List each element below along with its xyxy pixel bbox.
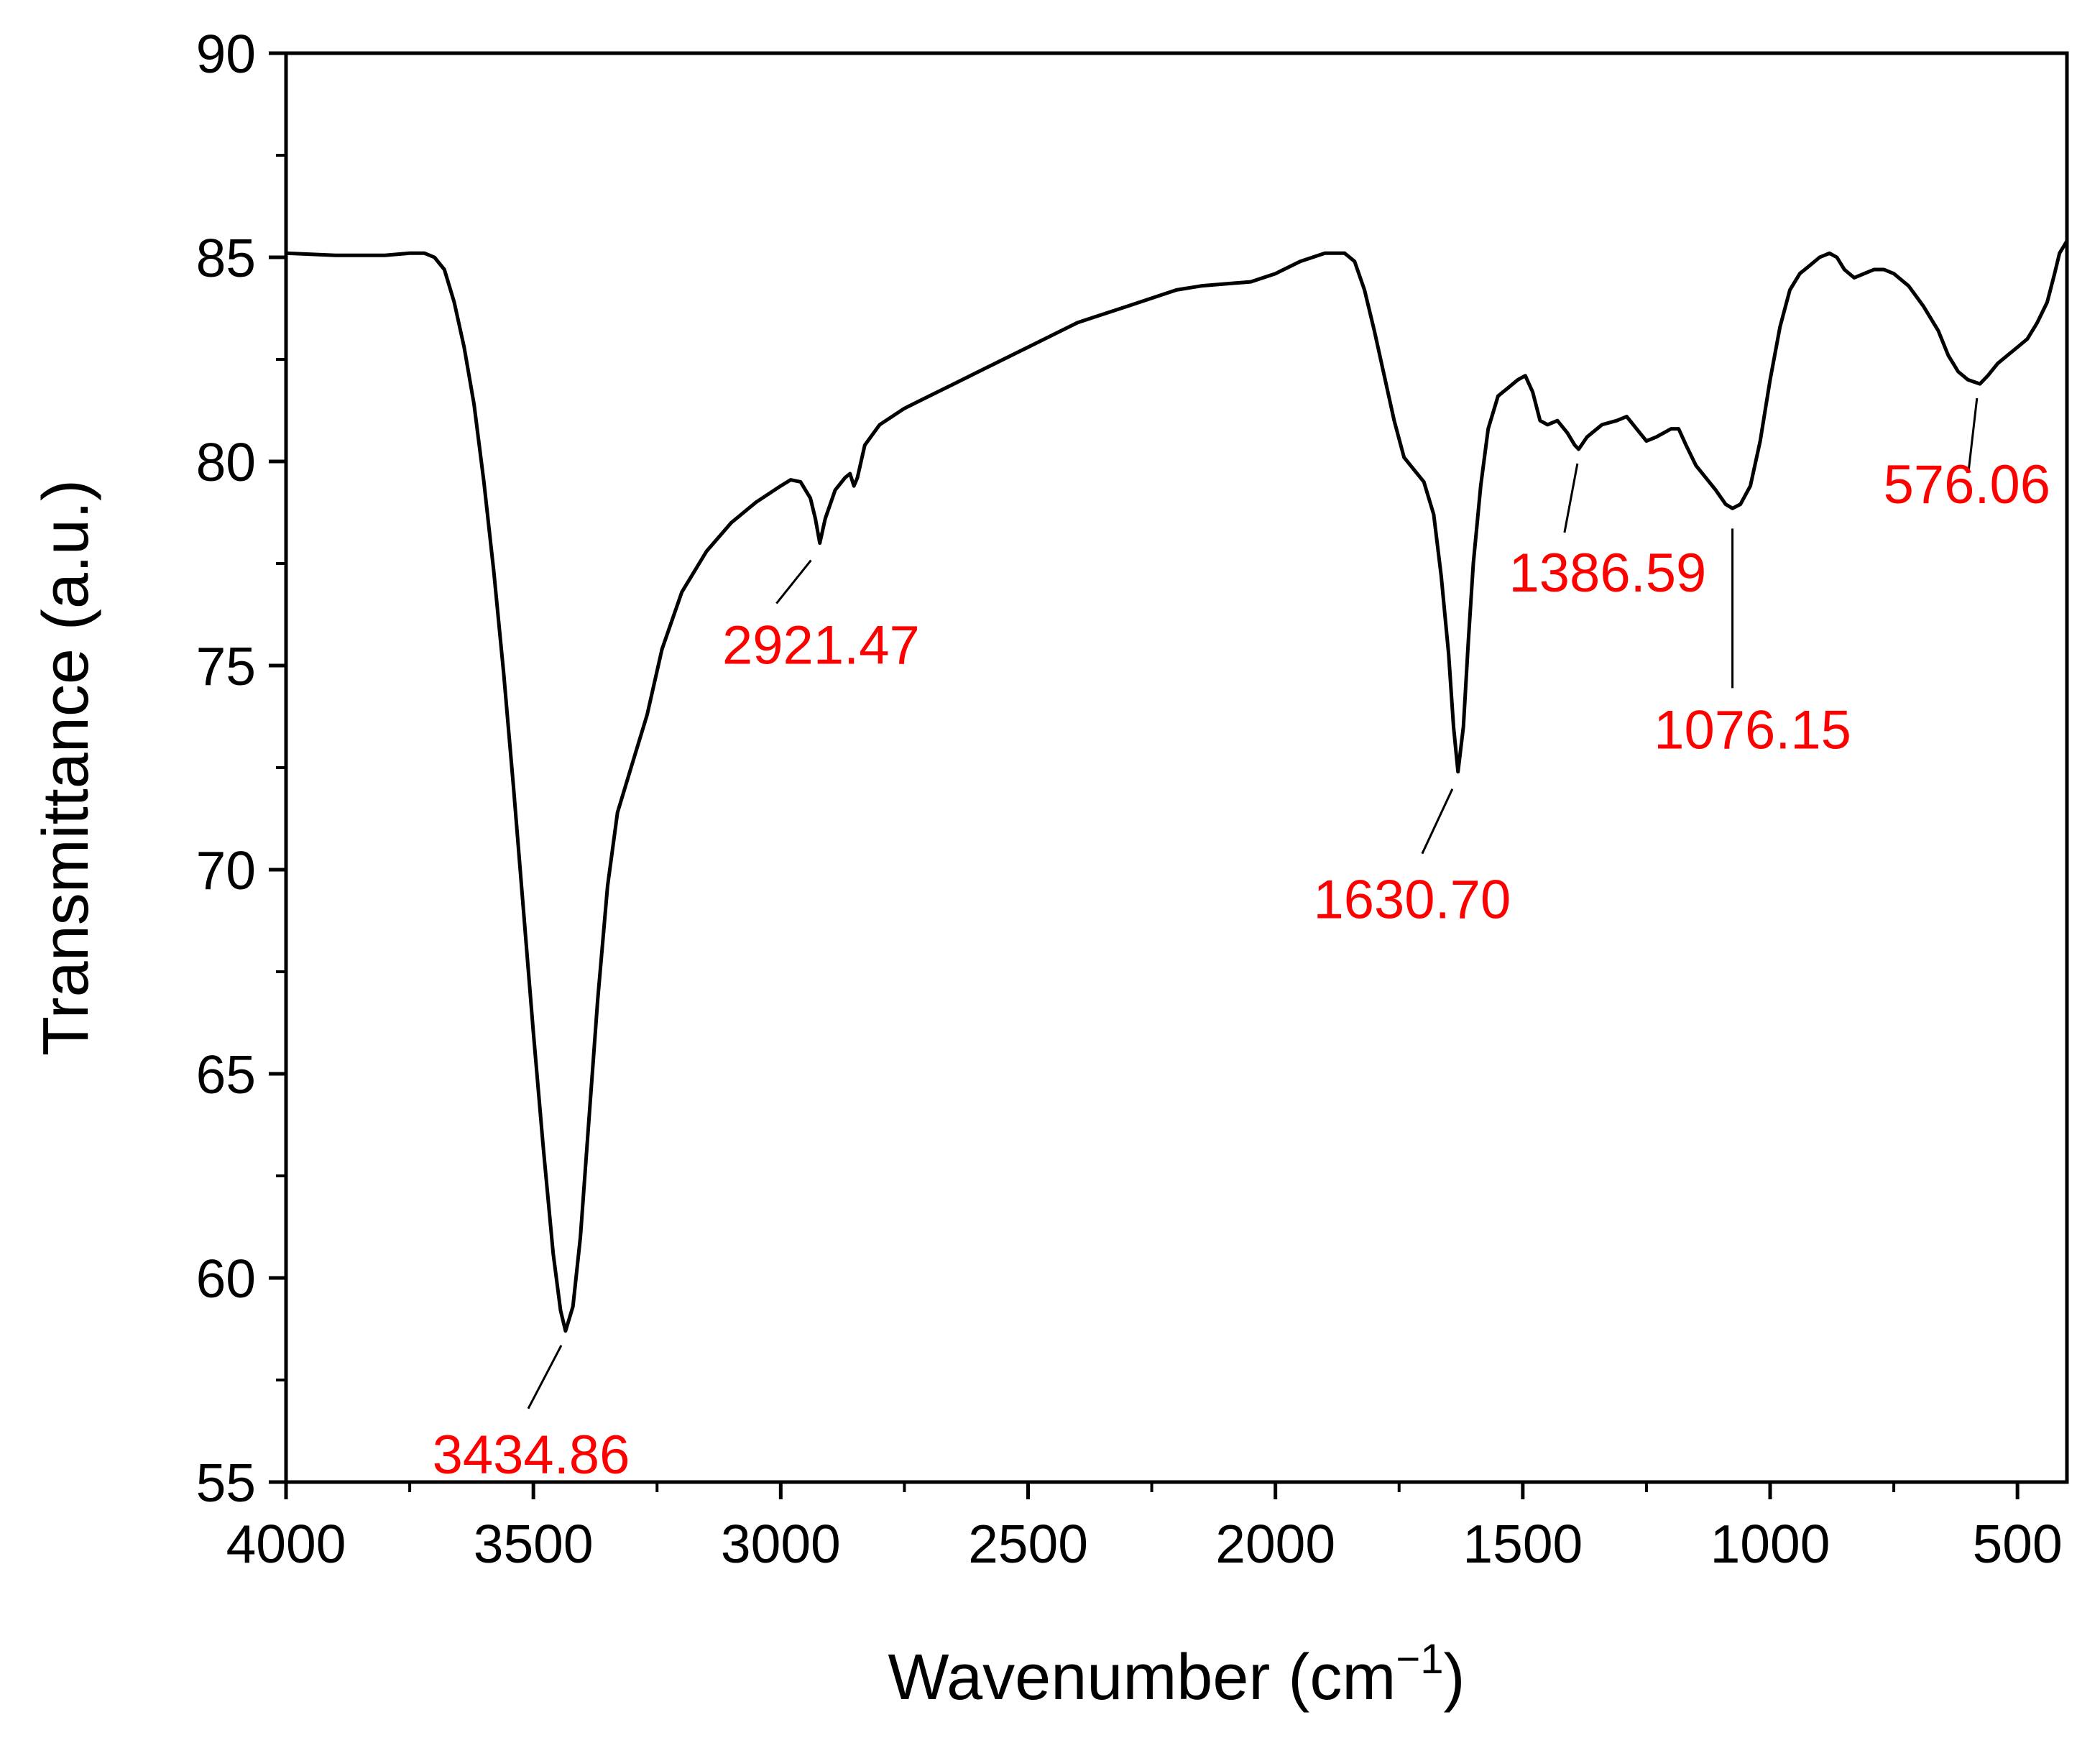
peak-leader-line <box>1563 463 1579 533</box>
peak-leader-line <box>1967 397 1979 474</box>
x-tick-label: 2000 <box>1215 1514 1335 1574</box>
x-axis-title-main: Wavenumber (cm <box>888 1642 1396 1714</box>
spectrum-line <box>284 239 2069 1333</box>
minor-ticks <box>276 154 1896 1492</box>
y-tick-label: 55 <box>196 1453 256 1513</box>
x-axis-title-superscript: −1 <box>1396 1636 1443 1683</box>
peak-label: 1386.59 <box>1509 543 1707 604</box>
x-tick-labels: 4000 3500 3000 2500 2000 1500 1000 500 <box>226 1514 2063 1574</box>
y-tick-label: 85 <box>196 228 256 288</box>
x-tick-label: 3000 <box>721 1514 841 1574</box>
x-tick-label: 4000 <box>226 1514 346 1574</box>
peak-leader-line <box>775 559 812 604</box>
y-axis-title: Transmittance (a.u.) <box>30 479 102 1056</box>
y-tick-label: 60 <box>196 1248 256 1309</box>
y-tick-label: 80 <box>196 432 256 492</box>
peak-leader-line <box>527 1345 563 1409</box>
plot-frame <box>284 51 2069 1484</box>
x-tick-label: 3500 <box>474 1514 594 1574</box>
x-tick-label: 1000 <box>1710 1514 1830 1574</box>
peak-label: 576.06 <box>1884 454 2050 515</box>
y-tick-labels: 55 60 65 70 75 80 85 90 <box>196 24 256 1513</box>
peak-leader-line <box>1421 788 1454 855</box>
peak-label: 1076.15 <box>1654 699 1851 760</box>
x-axis-title: Wavenumber (cm−1) <box>888 1636 1465 1714</box>
y-tick-label: 90 <box>196 24 256 84</box>
peak-label: 3434.86 <box>433 1425 630 1486</box>
y-tick-label: 75 <box>196 636 256 696</box>
major-ticks <box>269 51 2020 1499</box>
y-tick-label: 70 <box>196 840 256 901</box>
x-tick-label: 2500 <box>968 1514 1088 1574</box>
peak-annotations: 3434.86 2921.47 1630.70 1386.59 1076.15 576.0… <box>433 397 2050 1486</box>
peak-label: 2921.47 <box>722 615 920 676</box>
x-tick-label: 1500 <box>1463 1514 1583 1574</box>
peak-label: 1630.70 <box>1314 870 1511 931</box>
x-axis-title-suffix: ) <box>1443 1642 1465 1714</box>
x-tick-label: 500 <box>1973 1514 2063 1574</box>
y-tick-label: 65 <box>196 1044 256 1105</box>
